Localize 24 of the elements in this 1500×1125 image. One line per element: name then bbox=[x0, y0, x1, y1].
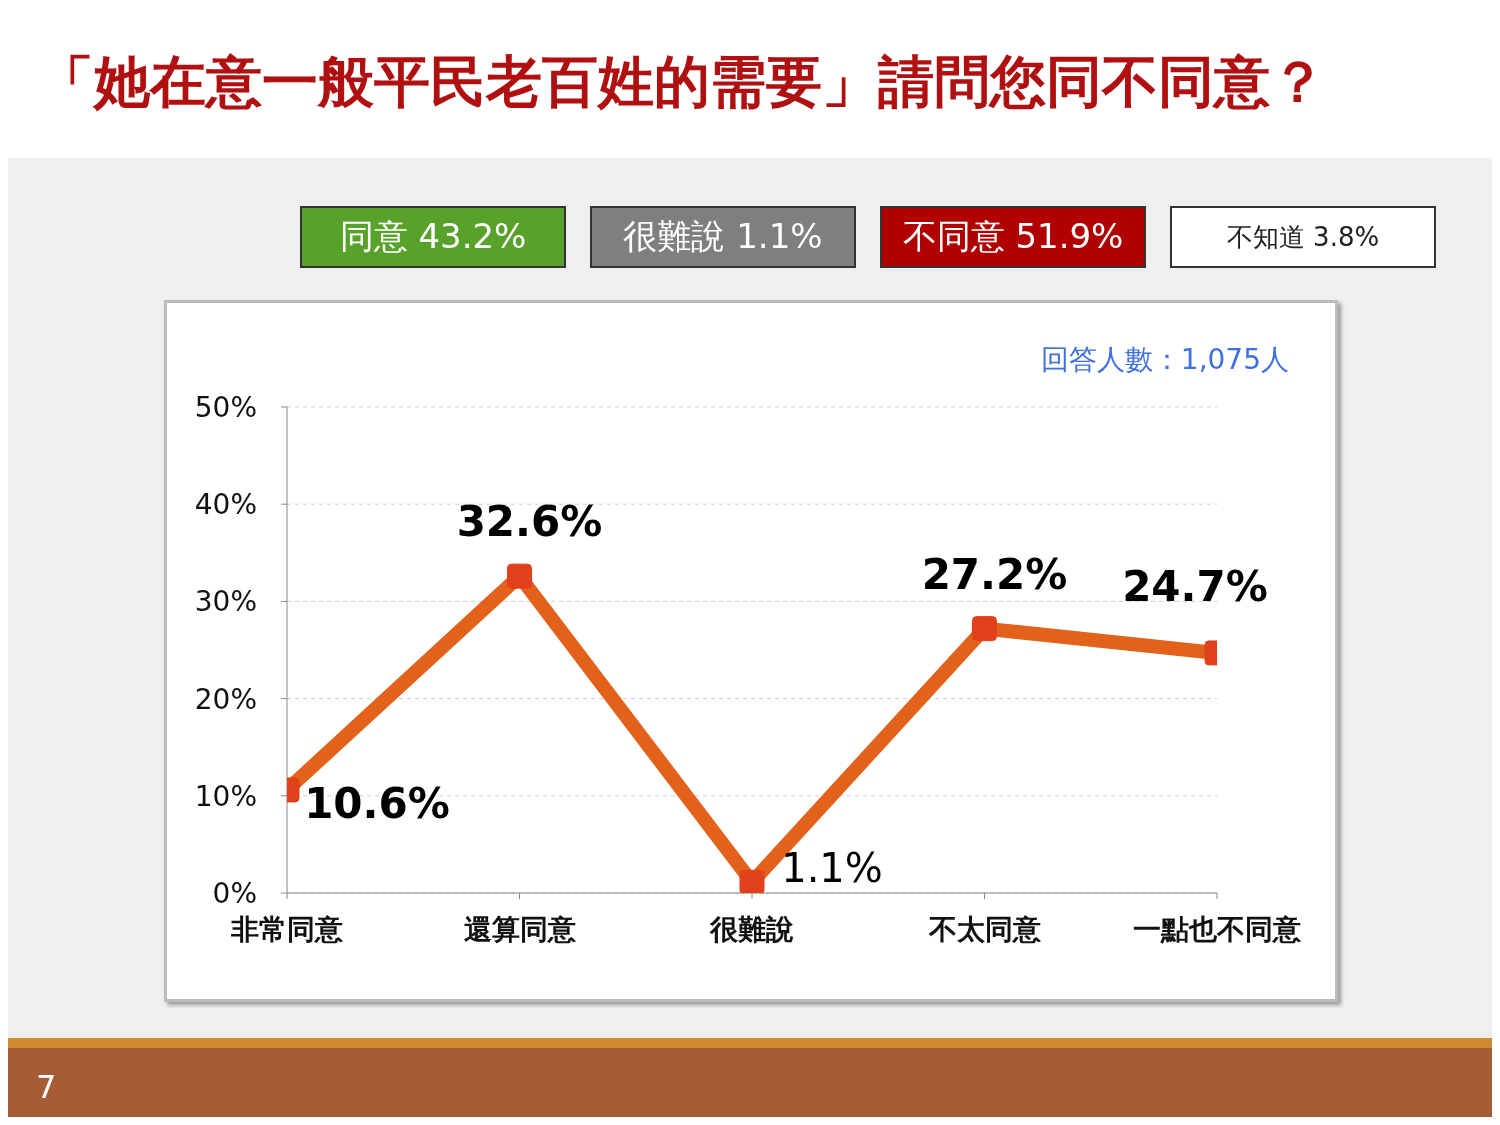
y-tick-label: 20% bbox=[194, 682, 257, 716]
text: 7 bbox=[36, 1068, 57, 1106]
x-tick-label: 還算同意 bbox=[463, 912, 577, 946]
data-label: 32.6% bbox=[456, 497, 603, 547]
text: 很難說 1.1% bbox=[590, 206, 856, 268]
data-label: 27.2% bbox=[921, 549, 1068, 599]
data-label: 1.1% bbox=[781, 845, 883, 892]
data-label: 24.7% bbox=[1122, 561, 1268, 611]
x-tick-label: 一點也不同意 bbox=[1133, 912, 1302, 946]
chart-title: 「她在意一般平民老百姓的需要」請問您同不同意？ bbox=[38, 48, 1326, 116]
y-tick-label: 10% bbox=[194, 779, 257, 813]
x-tick-label: 不太同意 bbox=[927, 912, 1042, 946]
y-tick-label: 40% bbox=[194, 488, 257, 522]
y-tick-label: 0% bbox=[212, 876, 257, 910]
y-tick-label: 50% bbox=[194, 390, 257, 424]
text: 同意 43.2% bbox=[300, 206, 566, 268]
x-tick-label: 很難說 bbox=[709, 912, 794, 946]
data-label: 10.6% bbox=[304, 778, 450, 828]
text: 回答人數：1,075人 bbox=[1040, 342, 1289, 378]
x-tick-label: 非常同意 bbox=[230, 912, 344, 946]
y-tick-label: 30% bbox=[194, 585, 257, 619]
text: 不同意 51.9% bbox=[880, 206, 1146, 268]
point bbox=[739, 869, 765, 893]
text: 不知道 3.8% bbox=[1170, 206, 1436, 268]
